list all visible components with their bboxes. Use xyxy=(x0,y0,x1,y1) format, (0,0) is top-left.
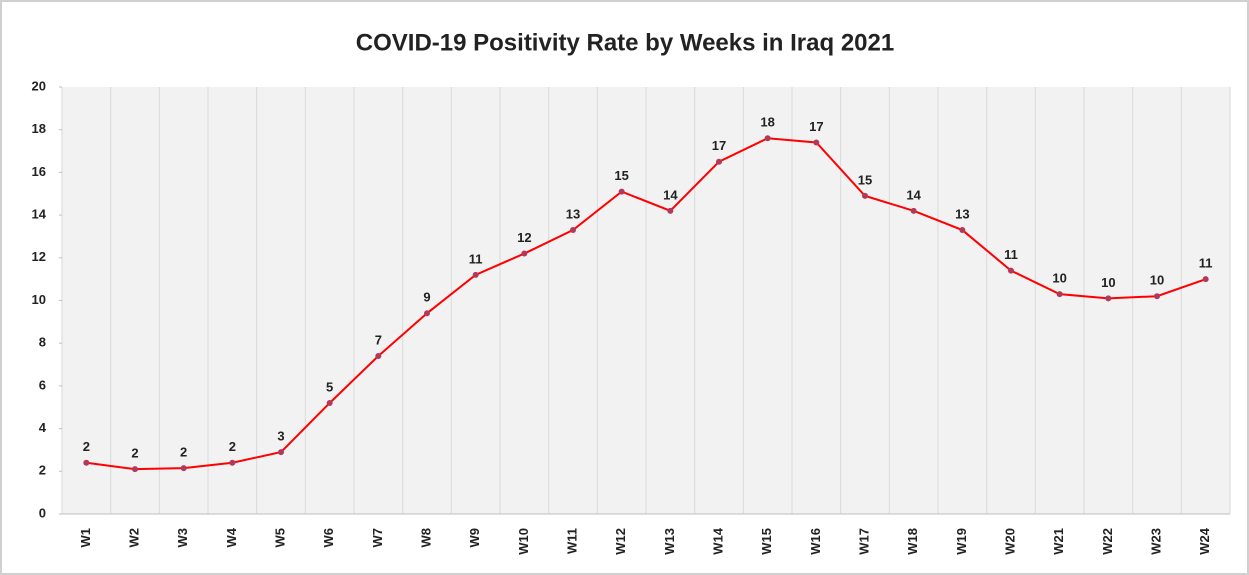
data-line xyxy=(86,137,1207,471)
x-tick-label: W4 xyxy=(224,527,239,547)
y-tick-label: 4 xyxy=(39,420,47,435)
data-point xyxy=(862,192,868,199)
data-label: 11 xyxy=(469,251,483,266)
x-tick-label: W22 xyxy=(1100,528,1115,555)
data-point xyxy=(618,188,625,195)
data-point xyxy=(570,227,576,234)
y-tick-label: 20 xyxy=(32,78,46,93)
data-point xyxy=(472,271,479,278)
x-tick-label: W14 xyxy=(710,527,725,555)
data-label: 7 xyxy=(375,332,382,347)
data-label: 17 xyxy=(712,138,726,153)
x-tick-label: W6 xyxy=(321,528,336,548)
data-label: 10 xyxy=(1052,271,1066,286)
data-label: 2 xyxy=(229,439,236,454)
x-tick-label: W15 xyxy=(759,528,774,555)
data-label: 18 xyxy=(760,115,774,130)
x-tick-label: W10 xyxy=(516,528,531,555)
data-point xyxy=(424,310,430,317)
data-label: 12 xyxy=(517,230,531,245)
data-label: 13 xyxy=(955,206,969,221)
data-label: 2 xyxy=(180,445,187,460)
x-tick-label: W9 xyxy=(467,528,482,548)
data-point xyxy=(1008,267,1014,274)
x-tick-label: W19 xyxy=(954,528,969,555)
data-point xyxy=(1202,276,1209,283)
y-tick-label: 12 xyxy=(32,249,46,264)
x-tick-label: W12 xyxy=(613,528,628,555)
x-tick-label: W18 xyxy=(905,528,920,555)
data-label: 9 xyxy=(423,290,430,305)
data-label: 3 xyxy=(277,429,284,444)
x-tick-label: W16 xyxy=(808,528,823,555)
x-tick-label: W3 xyxy=(175,528,190,548)
data-label: 2 xyxy=(83,439,90,454)
x-tick-label: W8 xyxy=(418,528,433,548)
x-tick-label: W17 xyxy=(856,528,871,555)
data-label: 14 xyxy=(663,187,678,202)
data-point xyxy=(180,465,187,472)
data-point xyxy=(910,207,917,214)
x-tick-label: W24 xyxy=(1197,527,1212,555)
x-tick-label: W1 xyxy=(78,528,93,548)
y-tick-label: 0 xyxy=(39,505,46,520)
y-tick-label: 18 xyxy=(32,121,46,136)
y-tick-label: 8 xyxy=(39,335,46,350)
data-label: 10 xyxy=(1150,273,1164,288)
data-point xyxy=(813,139,820,146)
x-tick-label: W2 xyxy=(126,528,141,548)
data-point xyxy=(1154,293,1160,300)
data-point xyxy=(959,227,966,234)
data-label: 15 xyxy=(858,172,872,187)
x-tick-label: W11 xyxy=(564,528,579,554)
x-tick-label: W7 xyxy=(370,528,385,548)
data-label: 2 xyxy=(131,446,138,461)
data-label: 10 xyxy=(1101,275,1115,290)
data-point xyxy=(1105,295,1112,302)
data-point xyxy=(1056,291,1063,298)
x-tick-label: W20 xyxy=(1002,528,1017,555)
data-point xyxy=(229,459,236,466)
x-tick-label: W23 xyxy=(1148,528,1163,555)
data-point xyxy=(667,207,674,214)
data-label: 14 xyxy=(906,187,921,202)
data-point xyxy=(326,399,333,406)
y-tick-label: 2 xyxy=(39,463,46,478)
x-tick-label: W5 xyxy=(272,528,287,548)
y-tick-label: 10 xyxy=(32,292,46,307)
data-label: 13 xyxy=(566,206,580,221)
data-point xyxy=(764,135,771,142)
chart-title: COVID-19 Positivity Rate by Weeks in Ira… xyxy=(356,29,894,56)
data-label: 11 xyxy=(1004,247,1018,262)
y-tick-label: 6 xyxy=(39,377,46,392)
data-label: 15 xyxy=(614,168,628,183)
data-label: 11 xyxy=(1199,256,1213,271)
data-point xyxy=(278,449,284,456)
data-point xyxy=(132,466,138,473)
data-point xyxy=(83,459,90,466)
data-label: 5 xyxy=(326,379,333,394)
x-tick-label: W13 xyxy=(662,528,677,555)
data-point xyxy=(375,353,382,360)
data-point xyxy=(716,158,722,165)
y-tick-label: 16 xyxy=(32,164,46,179)
data-point xyxy=(521,250,528,257)
x-tick-label: W21 xyxy=(1051,528,1066,555)
data-label: 17 xyxy=(809,119,823,134)
y-tick-label: 14 xyxy=(32,207,47,222)
